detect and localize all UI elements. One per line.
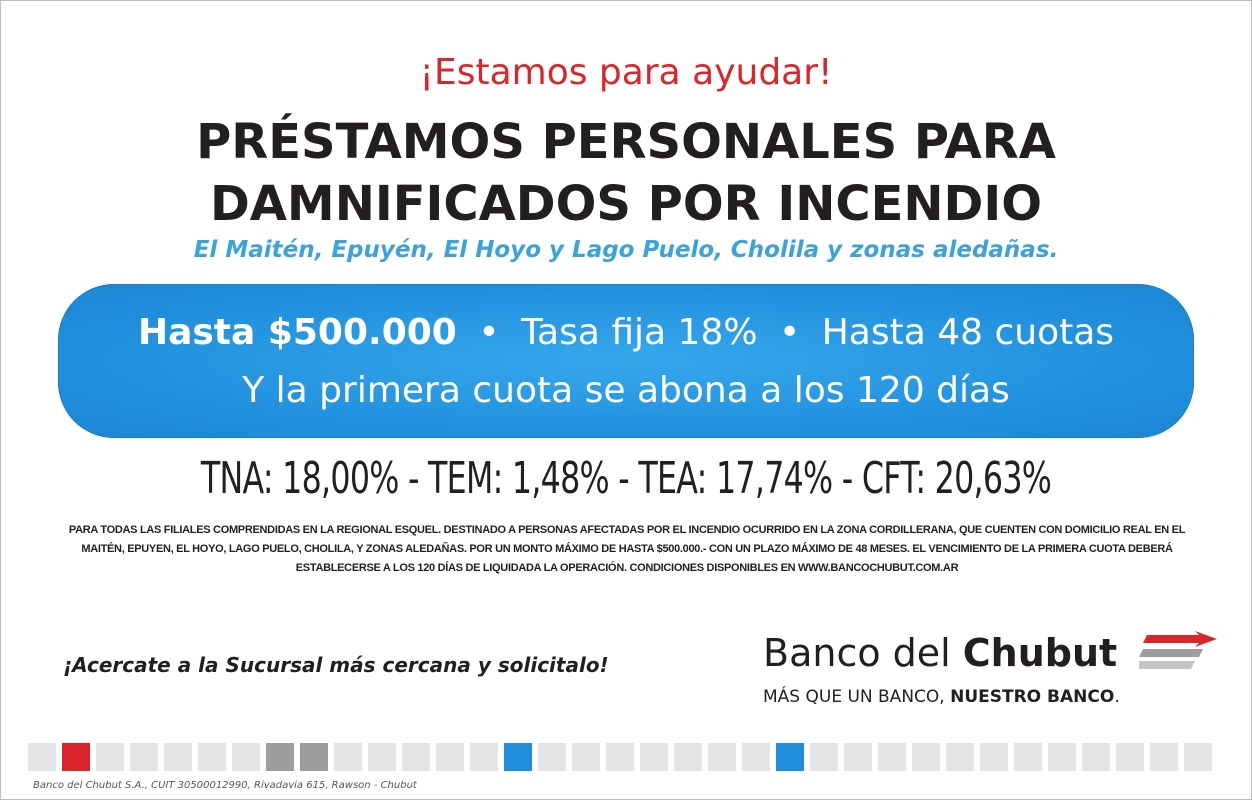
decorative-square <box>1116 743 1144 771</box>
decorative-square <box>96 743 124 771</box>
decorative-square <box>232 743 260 771</box>
decorative-square <box>130 743 158 771</box>
decorative-square <box>980 743 1008 771</box>
offer-summary: Hasta $500.000 • Tasa fija 18% • Hasta 4… <box>58 312 1194 353</box>
decorative-square <box>198 743 226 771</box>
decorative-square <box>572 743 600 771</box>
offer-rate: Tasa fija 18% <box>521 312 758 353</box>
decorative-square-strip <box>28 743 1212 773</box>
offer-banner: Hasta $500.000 • Tasa fija 18% • Hasta 4… <box>58 284 1194 438</box>
decorative-square <box>776 743 804 771</box>
decorative-square <box>470 743 498 771</box>
decorative-square <box>844 743 872 771</box>
bank-arrow-logo-icon <box>1139 631 1217 669</box>
slogan-bold: NUESTRO BANCO <box>950 687 1115 707</box>
decorative-square <box>878 743 906 771</box>
decorative-square <box>266 743 294 771</box>
decorative-square <box>62 743 90 771</box>
rates-line: TNA: 18,00% - TEM: 1,48% - TEA: 17,74% -… <box>200 453 1052 504</box>
decorative-square <box>1048 743 1076 771</box>
decorative-square <box>708 743 736 771</box>
bullet-separator: • <box>478 312 500 353</box>
decorative-square <box>334 743 362 771</box>
decorative-square <box>368 743 396 771</box>
footer-legal-id: Banco del Chubut S.A., CUIT 30500012990,… <box>33 780 417 791</box>
call-to-action: ¡Acercate a la Sucursal más cercana y so… <box>63 653 609 677</box>
slogan-end: . <box>1114 687 1120 707</box>
bank-name-bold: Chubut <box>962 631 1118 675</box>
legal-text: PARA TODAS LAS FILIALES COMPRENDIDAS EN … <box>68 524 1186 574</box>
decorative-square <box>164 743 192 771</box>
slogan-regular: MÁS QUE UN BANCO, <box>763 687 951 707</box>
decorative-square <box>1014 743 1042 771</box>
offer-first-payment: Y la primera cuota se abona a los 120 dí… <box>242 370 1010 411</box>
bank-slogan: MÁS QUE UN BANCO, NUESTRO BANCO. <box>763 687 1120 707</box>
decorative-square <box>402 743 430 771</box>
headline-line-2: DAMNIFICADOS POR INCENDIO <box>209 176 1043 232</box>
bank-name-regular: Banco del <box>763 631 963 675</box>
decorative-square <box>912 743 940 771</box>
decorative-square <box>742 743 770 771</box>
decorative-square <box>436 743 464 771</box>
decorative-square <box>810 743 838 771</box>
headline: PRÉSTAMOS PERSONALES PARA DAMNIFICADOS P… <box>1 111 1251 235</box>
decorative-square <box>1082 743 1110 771</box>
decorative-square <box>1150 743 1178 771</box>
bullet-separator: • <box>779 312 801 353</box>
bank-logo-name: Banco del Chubut <box>763 631 1117 675</box>
towns-list: El Maitén, Epuyén, El Hoyo y Lago Puelo,… <box>193 237 1059 263</box>
decorative-square <box>946 743 974 771</box>
decorative-square <box>504 743 532 771</box>
decorative-square <box>640 743 668 771</box>
tagline: ¡Estamos para ayudar! <box>419 52 833 93</box>
decorative-square <box>28 743 56 771</box>
offer-installments: Hasta 48 cuotas <box>821 312 1115 353</box>
offer-amount: Hasta $500.000 <box>137 312 457 353</box>
decorative-square <box>538 743 566 771</box>
decorative-square <box>606 743 634 771</box>
headline-line-1: PRÉSTAMOS PERSONALES PARA <box>196 114 1056 170</box>
decorative-square <box>300 743 328 771</box>
decorative-square <box>674 743 702 771</box>
decorative-square <box>1184 743 1212 771</box>
